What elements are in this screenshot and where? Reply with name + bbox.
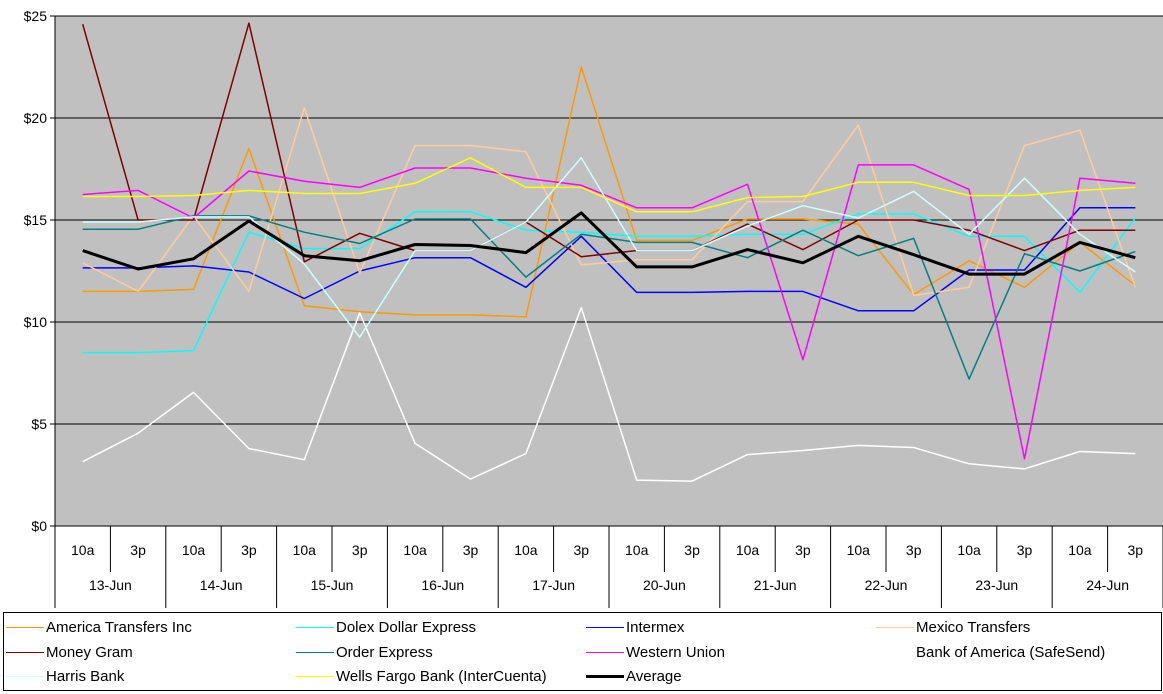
- x-tick-label: 3p: [130, 542, 146, 558]
- legend-label: Harris Bank: [46, 668, 125, 685]
- x-tick-label: 10a: [625, 542, 649, 558]
- legend-swatch: [6, 652, 44, 653]
- x-axis: 10a 3p 10a 3p 10a 3p 10a 3p 10a 3p 10a 3p 10a 3p 10a 3p…: [54, 525, 1163, 608]
- series-line-intermex: [82, 207, 1136, 312]
- legend-label: Money Gram: [46, 644, 133, 661]
- x-tick-label: 3p: [795, 542, 811, 558]
- legend-label: Western Union: [626, 644, 725, 661]
- x-group-label: 21-Jun: [754, 577, 797, 593]
- line-chart: $0$5$10$15$20$25 10a 3p 10a 3p 10a 3p 10a 3p 10a…: [24, 8, 1163, 608]
- legend-swatch: [296, 676, 334, 677]
- legend-item-bank-of-america-safesend: Bank of America (SafeSend): [876, 641, 1105, 664]
- legend-label: Dolex Dollar Express: [336, 619, 477, 636]
- legend-label: Intermex: [626, 619, 685, 636]
- x-tick-label: 3p: [241, 542, 257, 558]
- series-line-dolex-dollar-express: [82, 211, 1136, 354]
- legend-item-harris-bank: Harris Bank: [6, 665, 124, 688]
- x-tick-label: 3p: [463, 542, 479, 558]
- plot-area: [55, 16, 1163, 526]
- x-tick-label: 10a: [736, 542, 760, 558]
- legend-swatch: [296, 652, 334, 653]
- x-group-label: 15-Jun: [311, 577, 354, 593]
- legend-item-western-union: Western Union: [586, 641, 725, 664]
- legend-swatch: [296, 627, 334, 628]
- y-tick-label: $5: [31, 416, 47, 432]
- y-tick-label: $15: [24, 212, 48, 228]
- x-tick-label: 3p: [1128, 542, 1144, 558]
- series-line-harris-bank: [82, 157, 1136, 339]
- x-group-label: 17-Jun: [532, 577, 575, 593]
- series-line-wells-fargo-bank-intercuenta: [82, 157, 1136, 213]
- x-group-label: 14-Jun: [200, 577, 243, 593]
- legend-label: Bank of America (SafeSend): [916, 644, 1106, 661]
- x-tick-label: 10a: [293, 542, 317, 558]
- series-line-average: [82, 211, 1136, 276]
- legend-swatch: [586, 652, 624, 653]
- x-group-label: 13-Jun: [89, 577, 132, 593]
- legend-swatch: [876, 652, 914, 653]
- x-group-label: 20-Jun: [643, 577, 686, 593]
- legend-swatch: [6, 627, 44, 628]
- legend-label: America Transfers Inc: [46, 619, 192, 636]
- x-tick-label: 10a: [847, 542, 871, 558]
- legend-item-order-express: Order Express: [296, 641, 433, 664]
- series-line-bank-of-america-safesend: [82, 306, 1136, 482]
- legend-swatch: [586, 627, 624, 628]
- x-tick-label: 3p: [1017, 542, 1033, 558]
- x-tick-label: 10a: [957, 542, 981, 558]
- legend-swatch: [876, 627, 914, 628]
- y-tick-label: $10: [24, 314, 48, 330]
- legend-swatch: [586, 675, 624, 678]
- legend-item-money-gram: Money Gram: [6, 641, 133, 664]
- series-lines: [81, 22, 1137, 482]
- series-line-america-transfers-inc: [82, 66, 1136, 318]
- x-tick-label: 10a: [1068, 542, 1092, 558]
- series-line-western-union: [82, 164, 1136, 460]
- x-tick-label: 3p: [906, 542, 922, 558]
- y-tick-label: $0: [31, 518, 47, 534]
- y-tick-label: $20: [24, 110, 48, 126]
- legend-label: Order Express: [336, 644, 433, 661]
- x-group-label: 23-Jun: [975, 577, 1018, 593]
- y-axis: $0 $5 $10 $15 $20 $25: [24, 8, 56, 534]
- x-group-label: 22-Jun: [865, 577, 908, 593]
- x-tick-label: 3p: [574, 542, 590, 558]
- series-line-mexico-transfers: [82, 107, 1137, 297]
- series-line-money-gram: [81, 22, 1136, 263]
- legend-item-dolex-dollar-express: Dolex Dollar Express: [296, 616, 476, 639]
- legend-label: Mexico Transfers: [916, 619, 1031, 636]
- x-group-label: 24-Jun: [1086, 577, 1129, 593]
- y-tick-label: $25: [24, 8, 48, 24]
- x-group-label: 16-Jun: [421, 577, 464, 593]
- legend-label: Average: [626, 668, 682, 685]
- legend-label: Wells Fargo Bank (InterCuenta): [336, 668, 547, 685]
- x-tick-label: 10a: [403, 542, 427, 558]
- legend-item-average: Average: [586, 665, 682, 688]
- x-tick-label: 10a: [182, 542, 206, 558]
- legend-item-mexico-transfers: Mexico Transfers: [876, 616, 1030, 639]
- legend-swatch: [6, 676, 44, 677]
- legend-item-america-transfers-inc: America Transfers Inc: [6, 616, 192, 639]
- legend-item-intermex: Intermex: [586, 616, 684, 639]
- x-tick-label: 3p: [684, 542, 700, 558]
- x-tick-label: 10a: [71, 542, 95, 558]
- x-tick-label: 10a: [514, 542, 538, 558]
- legend-item-wells-fargo-bank-intercuenta: Wells Fargo Bank (InterCuenta): [296, 665, 547, 688]
- gridlines: [55, 15, 1163, 425]
- legend: America Transfers Inc Dolex Dollar Expres…: [3, 612, 1162, 691]
- x-tick-label: 3p: [352, 542, 368, 558]
